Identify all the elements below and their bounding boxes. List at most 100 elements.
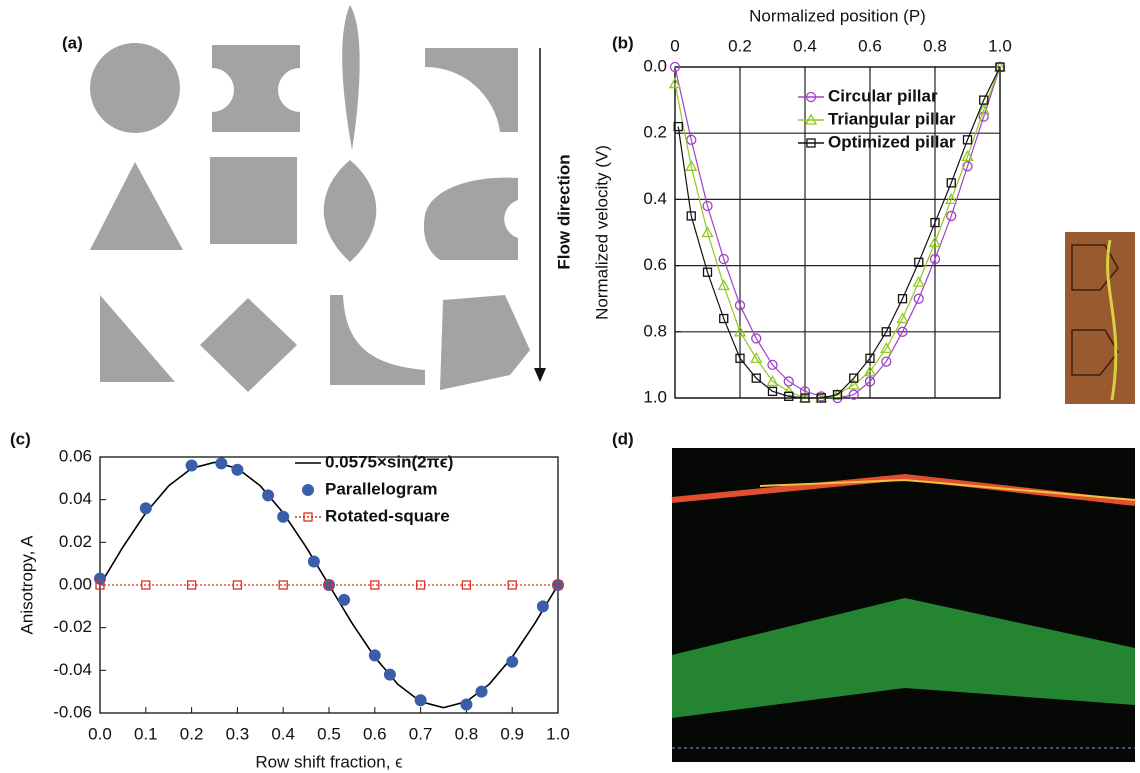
y-tick-label: 1.0 (643, 387, 667, 406)
marker (139, 502, 152, 515)
marker (912, 275, 925, 287)
marker (415, 580, 426, 590)
marker (719, 313, 729, 324)
x-tick-label: 1.0 (988, 36, 1012, 55)
marker (536, 600, 549, 613)
green-band (672, 598, 1135, 718)
series-line (677, 66, 1001, 399)
panel-label: (d) (612, 429, 634, 448)
marker (95, 580, 105, 590)
y-tick-label: -0.04 (53, 660, 92, 679)
marker (751, 373, 761, 383)
marker (847, 378, 860, 390)
marker (767, 386, 778, 397)
x-tick-label: 0.8 (455, 724, 479, 743)
series-line (674, 66, 1001, 399)
marker (307, 555, 320, 568)
panel-label: (c) (10, 429, 31, 448)
marker (185, 459, 198, 472)
marker (930, 217, 940, 228)
x-tick-label: 0.9 (500, 724, 524, 743)
marker (946, 178, 956, 188)
marker (702, 267, 713, 277)
marker (880, 342, 893, 353)
marker (929, 253, 941, 265)
legend-label: 0.0575×sin(2πϵ) (325, 452, 453, 471)
y-tick-label: 0.0 (643, 56, 667, 75)
x-tick-label: 0.0 (88, 724, 112, 743)
marker (799, 386, 811, 397)
marker (816, 393, 826, 403)
y-axis-title: Anisotropy, A (17, 535, 36, 635)
x-tick-label: 0.2 (728, 36, 752, 55)
marker (945, 193, 958, 205)
marker (370, 580, 380, 590)
marker (913, 293, 924, 304)
marker (461, 580, 472, 590)
marker (673, 121, 683, 132)
marker (717, 279, 730, 291)
y-tick-label: 0.06 (59, 446, 92, 465)
y-tick-label: 0.02 (59, 532, 92, 551)
red-streak-core (759, 478, 1136, 501)
marker (507, 580, 517, 590)
marker (686, 134, 697, 145)
marker (733, 325, 747, 337)
marker (751, 333, 762, 344)
marker (414, 694, 427, 707)
marker (685, 159, 698, 171)
inset-stream (1106, 239, 1118, 401)
marker (782, 385, 795, 397)
marker (863, 365, 877, 377)
marker (946, 210, 957, 222)
y-tick-label: 0.4 (643, 189, 667, 208)
marker (961, 150, 974, 162)
legend-marker (806, 138, 816, 148)
marker (262, 489, 275, 502)
marker (278, 580, 288, 590)
marker (734, 300, 746, 311)
marker (668, 77, 682, 89)
y-tick-label: -0.06 (53, 702, 92, 721)
marker (848, 389, 859, 400)
x-axis-title: Normalized position (P) (749, 6, 926, 25)
y-tick-label: 0.2 (643, 123, 667, 142)
marker (750, 351, 763, 363)
marker (231, 463, 244, 476)
legend-label: Parallelogram (325, 479, 437, 498)
marker (865, 353, 875, 363)
y-tick-label: 0.8 (643, 321, 667, 340)
marker (914, 257, 924, 267)
marker (767, 359, 778, 371)
legend-marker (805, 91, 817, 103)
marker (897, 326, 908, 337)
marker (460, 698, 473, 711)
marker (897, 294, 908, 304)
legend-marker (804, 113, 818, 125)
marker (669, 61, 681, 73)
panel-label: (a) (62, 33, 83, 52)
x-tick-label: 1.0 (546, 724, 570, 743)
marker (832, 390, 843, 400)
marker (338, 593, 351, 606)
legend-marker (302, 484, 314, 496)
marker (475, 685, 488, 698)
x-tick-label: 0.6 (858, 36, 882, 55)
y-tick-label: -0.02 (53, 617, 92, 636)
x-tick-label: 0.2 (180, 724, 204, 743)
x-tick-label: 0.8 (923, 36, 947, 55)
marker (215, 457, 228, 470)
y-tick-label: 0.00 (59, 574, 92, 593)
flow-label: Flow direction (554, 154, 573, 269)
panel-label: (b) (612, 33, 634, 52)
legend-marker (303, 512, 313, 522)
marker (232, 580, 243, 590)
marker (141, 580, 151, 590)
marker (896, 312, 909, 324)
legend-label: Triangular pillar (828, 109, 956, 128)
marker (881, 327, 891, 337)
marker (784, 391, 794, 401)
marker (962, 135, 973, 145)
marker (368, 649, 381, 662)
marker (766, 375, 779, 387)
